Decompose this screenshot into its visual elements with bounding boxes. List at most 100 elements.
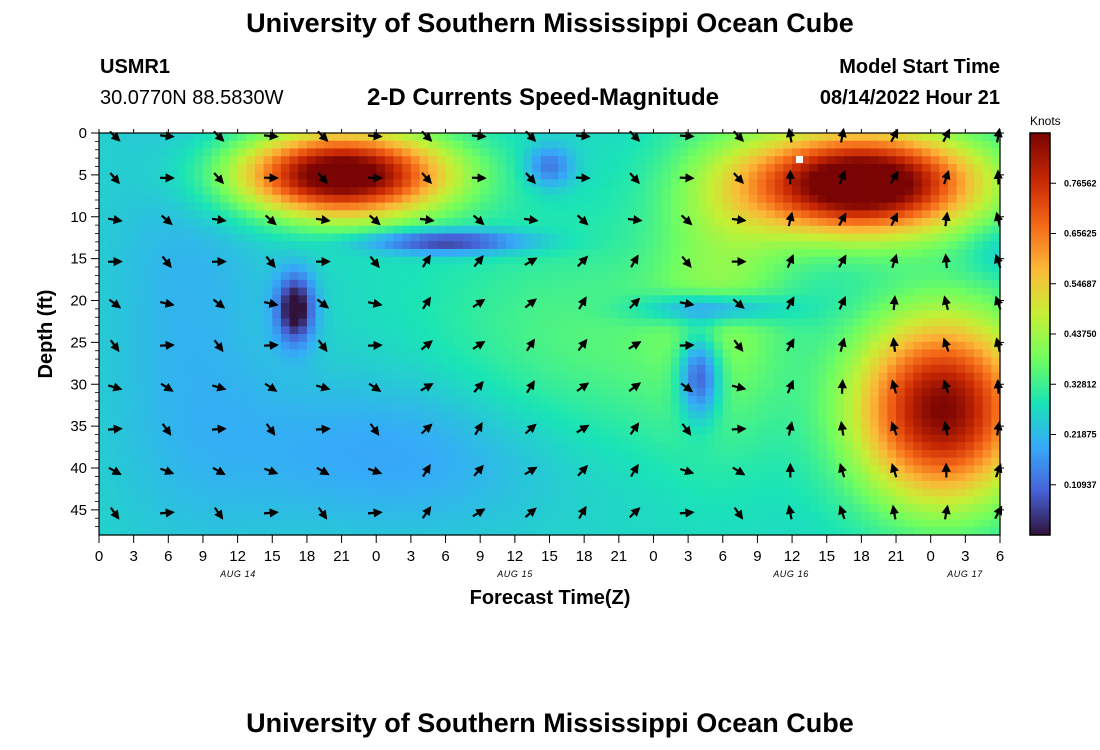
vector-arrow [160, 382, 174, 392]
station-coordinates: 30.0770N 88.5830W [100, 87, 284, 109]
vector-arrow [263, 340, 279, 351]
vector-arrow [161, 423, 172, 436]
vector-arrow [628, 507, 641, 519]
vector-arrow [629, 254, 639, 268]
vector-arrow [942, 379, 951, 394]
vector-arrow [942, 295, 951, 311]
vector-arrow [941, 253, 951, 269]
vector-arrow [264, 466, 279, 476]
vector-arrow [109, 172, 121, 185]
colorbar-ticks: 0.10937 0.21875 0.32812 0.43750 0.54687 0.656… [1050, 178, 1097, 490]
x-tick-label: 15 [264, 548, 281, 565]
y-tick-label: 20 [70, 293, 87, 310]
vector-arrow [889, 295, 899, 311]
vector-arrow [889, 504, 899, 520]
vector-arrow [211, 382, 227, 392]
vector-arrow [785, 127, 796, 143]
vector-arrow [837, 378, 847, 394]
vector-arrow [889, 253, 899, 269]
vector-arrow [679, 508, 695, 518]
vector-arrow [524, 298, 537, 309]
colorbar-tick-label: 0.76562 [1064, 178, 1097, 188]
vector-arrow [731, 424, 747, 434]
vector-arrow [367, 508, 383, 518]
vector-arrow [265, 423, 276, 436]
vector-arrow [785, 379, 795, 394]
station-id: USMR1 [100, 56, 171, 78]
vector-arrow [890, 421, 899, 436]
vector-arrow [733, 506, 744, 520]
vector-arrow [367, 466, 383, 476]
vector-arrow [629, 463, 639, 478]
vector-arrow [731, 382, 747, 392]
x-tick-label: 6 [719, 548, 727, 565]
x-axis-label: Forecast Time(Z) [470, 587, 631, 609]
y-tick-label: 10 [70, 209, 87, 226]
vector-arrow [213, 172, 225, 185]
vector-arrow [160, 508, 175, 518]
x-tick-label: 18 [576, 548, 593, 565]
vector-arrow [576, 424, 590, 434]
y-tick-label: 0 [79, 125, 87, 142]
vector-arrow [473, 464, 484, 477]
vector-arrow [524, 423, 537, 435]
vector-arrow [679, 340, 695, 351]
vector-arrow [524, 257, 538, 267]
vector-arrow [316, 466, 330, 476]
x-tick-label: 12 [229, 548, 246, 565]
vector-arrow [212, 298, 226, 309]
vector-arrow [264, 382, 278, 392]
x-tick-label: 12 [784, 548, 801, 565]
vector-arrow [367, 131, 383, 141]
vector-arrow [577, 296, 587, 310]
vector-arrow [524, 466, 538, 476]
vector-arrow [993, 169, 1003, 185]
vector-arrow [108, 298, 122, 309]
vector-arrow [421, 172, 433, 185]
day-label: AUG 16 [772, 569, 809, 579]
vector-arrow [890, 379, 899, 394]
vector-arrow [472, 340, 486, 350]
vector-arrow [732, 466, 746, 476]
vector-arrow [942, 337, 951, 352]
vector-arrow [993, 211, 1003, 227]
vector-arrow [627, 215, 643, 225]
vector-arrow [317, 339, 328, 353]
vector-arrow [265, 255, 276, 269]
vector-arrow [473, 255, 484, 268]
vector-arrow [628, 341, 642, 350]
vector-arrow [317, 172, 329, 185]
colorbar [1029, 132, 1051, 536]
vector-arrow [889, 170, 899, 185]
y-tick-label: 35 [70, 418, 87, 435]
axes: 0 3 6 9 12 15 18 21 0 3 6 9 12 15 18 21 0 3 6 9 12 15 18 21 0 3 6 A… [70, 125, 1004, 579]
vector-arrow [159, 340, 175, 351]
vector-arrow [471, 131, 487, 141]
vector-arrow [421, 254, 431, 268]
vector-arrow [993, 378, 1003, 394]
vector-arrow [575, 173, 591, 183]
vector-arrow [941, 420, 951, 436]
vector-arrow [732, 298, 745, 309]
x-tick-label: 6 [441, 548, 449, 565]
vector-arrow [837, 127, 847, 143]
x-tick-label: 9 [753, 548, 761, 565]
y-tick-label: 15 [70, 251, 87, 268]
vector-arrow [472, 508, 486, 518]
vector-arrow [421, 505, 432, 519]
vector-arrow [369, 255, 380, 269]
vector-arrow [628, 382, 642, 392]
vector-arrow [941, 169, 951, 185]
vector-arrow [680, 214, 693, 226]
vector-arrow [576, 382, 590, 392]
vector-arrow [211, 215, 227, 225]
vector-arrow [785, 211, 795, 227]
vector-arrow [263, 298, 279, 308]
colorbar-tick-label: 0.10937 [1064, 480, 1097, 490]
vector-arrow [316, 298, 330, 309]
vector-arrow [681, 423, 692, 436]
vector-arrow [421, 463, 431, 478]
chart-title: 2-D Currents Speed-Magnitude [367, 84, 720, 111]
vector-arrow [213, 506, 224, 520]
vector-arrow [263, 131, 279, 141]
